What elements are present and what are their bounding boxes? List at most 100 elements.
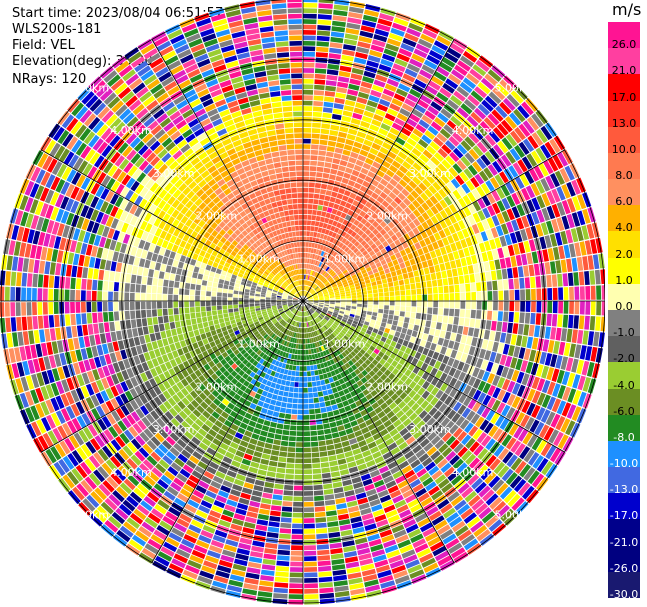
velocity-gate xyxy=(468,387,477,398)
velocity-gate xyxy=(311,381,317,387)
velocity-gate xyxy=(517,105,530,119)
velocity-gate xyxy=(363,213,371,221)
velocity-gate xyxy=(435,370,443,379)
velocity-gate xyxy=(427,334,434,343)
velocity-gate xyxy=(320,313,325,318)
velocity-gate xyxy=(337,402,344,409)
velocity-gate xyxy=(577,194,587,210)
velocity-gate xyxy=(486,310,493,320)
velocity-gate xyxy=(360,167,369,175)
velocity-gate xyxy=(412,128,424,138)
velocity-gate xyxy=(399,332,406,340)
velocity-gate xyxy=(347,228,354,235)
velocity-gate xyxy=(338,407,346,414)
velocity-gate xyxy=(336,326,342,332)
velocity-gate xyxy=(371,119,382,127)
velocity-gate xyxy=(80,290,86,301)
velocity-gate xyxy=(253,428,261,435)
velocity-gate xyxy=(348,316,354,320)
velocity-gate xyxy=(330,225,336,232)
velocity-gate xyxy=(458,249,465,259)
velocity-gate xyxy=(487,301,493,311)
velocity-gate xyxy=(290,556,303,562)
velocity-gate xyxy=(404,207,412,215)
velocity-gate xyxy=(260,458,270,465)
velocity-gate xyxy=(441,144,452,155)
velocity-gate xyxy=(224,317,230,322)
velocity-gate xyxy=(450,242,458,252)
velocity-gate xyxy=(303,349,306,355)
velocity-gate xyxy=(273,489,284,495)
velocity-gate xyxy=(338,430,347,437)
velocity-gate xyxy=(403,122,415,132)
velocity-gate xyxy=(140,293,146,301)
velocity-gate xyxy=(448,203,458,214)
velocity-gate xyxy=(347,235,354,242)
velocity-gate xyxy=(499,258,507,269)
velocity-gate xyxy=(54,314,60,328)
velocity-gate xyxy=(411,357,419,366)
velocity-gate xyxy=(449,42,465,55)
velocity-gate xyxy=(244,306,250,311)
velocity-gate xyxy=(467,265,474,274)
velocity-gate xyxy=(455,301,460,309)
velocity-gate xyxy=(514,144,526,158)
velocity-gate xyxy=(331,119,341,126)
velocity-gate xyxy=(399,108,411,117)
velocity-gate xyxy=(478,262,485,273)
velocity-gate xyxy=(335,253,340,259)
velocity-gate xyxy=(473,347,481,358)
velocity-gate xyxy=(526,153,538,167)
velocity-gate xyxy=(292,403,298,409)
velocity-gate xyxy=(303,198,308,204)
velocity-gate xyxy=(352,320,359,325)
velocity-gate xyxy=(335,299,341,301)
velocity-gate xyxy=(398,165,408,174)
velocity-gate xyxy=(486,281,493,291)
velocity-gate xyxy=(404,347,412,355)
velocity-gate xyxy=(422,333,429,341)
velocity-gate xyxy=(579,241,587,256)
velocity-gate xyxy=(332,186,340,193)
velocity-gate xyxy=(429,170,440,181)
velocity-gate xyxy=(293,387,299,393)
velocity-gate xyxy=(71,325,78,338)
velocity-gate xyxy=(318,295,324,298)
velocity-gate xyxy=(343,283,349,288)
velocity-gate xyxy=(425,228,433,237)
velocity-gate xyxy=(493,290,498,301)
velocity-gate xyxy=(572,390,582,405)
velocity-gate xyxy=(394,264,401,271)
velocity-gate xyxy=(400,366,408,374)
velocity-gate xyxy=(365,279,371,284)
velocity-gate xyxy=(513,278,520,289)
velocity-gate xyxy=(291,370,296,376)
velocity-gate xyxy=(313,106,323,112)
velocity-gate xyxy=(357,301,362,304)
velocity-gate xyxy=(211,310,218,316)
velocity-gate xyxy=(345,291,351,294)
velocity-gate xyxy=(253,451,263,458)
velocity-gate xyxy=(317,555,331,561)
velocity-gate xyxy=(298,393,303,398)
velocity-gate xyxy=(228,312,234,317)
velocity-gate xyxy=(312,259,316,265)
velocity-gate xyxy=(341,259,347,265)
velocity-gate xyxy=(400,290,406,296)
velocity-gate xyxy=(310,430,318,436)
velocity-gate xyxy=(318,150,327,156)
velocity-gate xyxy=(195,306,201,313)
velocity-gate xyxy=(222,297,227,301)
velocity-gate xyxy=(366,209,374,217)
velocity-gate xyxy=(26,302,32,316)
velocity-gate xyxy=(363,110,374,118)
velocity-gate xyxy=(65,314,71,326)
velocity-gate xyxy=(375,276,381,281)
velocity-gate xyxy=(322,206,328,212)
velocity-gate xyxy=(405,306,411,312)
velocity-gate xyxy=(284,419,291,425)
velocity-gate xyxy=(347,330,353,336)
velocity-gate xyxy=(345,202,352,209)
velocity-gate xyxy=(336,170,345,177)
velocity-gate xyxy=(97,312,103,323)
